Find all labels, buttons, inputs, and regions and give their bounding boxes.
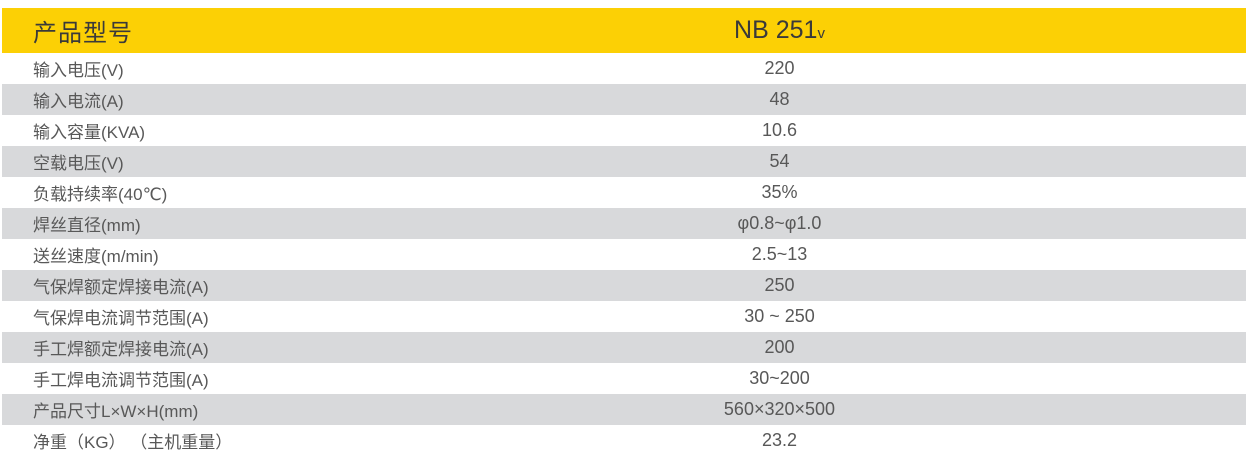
- spec-value: 23.2: [761, 430, 798, 450]
- spec-value: φ0.8~φ1.0: [737, 213, 822, 233]
- spec-value: 10.6: [761, 120, 798, 140]
- spec-value: 35%: [761, 182, 798, 202]
- spec-label: 手工焊额定焊接电流(A): [33, 340, 209, 359]
- spec-rows: 输入电压(V) 220 输入电流(A) 48 输入容量(KVA) 10.6 空载…: [2, 53, 1246, 455]
- spec-row: 焊丝直径(mm) φ0.8~φ1.0: [2, 208, 1246, 239]
- spec-row: 净重（KG） （主机重量） 23.2: [2, 425, 1246, 455]
- spec-value: 2.5~13: [751, 244, 808, 264]
- spec-row: 输入容量(KVA) 10.6: [2, 115, 1246, 146]
- spec-row: 空载电压(V) 54: [2, 146, 1246, 177]
- spec-value: 48: [769, 89, 790, 109]
- spec-label: 空载电压(V): [33, 154, 124, 173]
- spec-table-header-row: 产品型号 NB 251v: [2, 8, 1246, 53]
- spec-value: 200: [764, 337, 795, 357]
- spec-row: 气保焊额定焊接电流(A) 250: [2, 270, 1246, 301]
- spec-label: 送丝速度(m/min): [33, 247, 159, 266]
- spec-label: 手工焊电流调节范围(A): [33, 371, 209, 390]
- spec-row: 气保焊电流调节范围(A) 30 ~ 250: [2, 301, 1246, 332]
- spec-value: 30 ~ 250: [744, 306, 815, 326]
- spec-label: 输入电压(V): [33, 61, 124, 80]
- spec-label: 产品尺寸L×W×H(mm): [33, 402, 199, 421]
- header-product-model-label: 产品型号: [33, 20, 133, 47]
- spec-row: 输入电压(V) 220: [2, 53, 1246, 84]
- spec-label: 气保焊电流调节范围(A): [33, 309, 209, 328]
- model-suffix: v: [817, 25, 825, 42]
- spec-row: 产品尺寸L×W×H(mm) 560×320×500: [2, 394, 1246, 425]
- spec-value: 250: [764, 275, 795, 295]
- spec-label: 焊丝直径(mm): [33, 216, 141, 235]
- spec-label: 负载持续率(40℃): [33, 185, 168, 204]
- spec-value: 560×320×500: [723, 399, 836, 419]
- spec-label: 净重（KG） （主机重量）: [33, 433, 233, 452]
- spec-row: 手工焊额定焊接电流(A) 200: [2, 332, 1246, 363]
- spec-label: 输入电流(A): [33, 92, 124, 111]
- spec-row: 送丝速度(m/min) 2.5~13: [2, 239, 1246, 270]
- spec-label: 气保焊额定焊接电流(A): [33, 278, 209, 297]
- spec-value: 54: [769, 151, 790, 171]
- model-name: NB 251: [734, 16, 818, 44]
- spec-row: 输入电流(A) 48: [2, 84, 1246, 115]
- spec-row: 手工焊电流调节范围(A) 30~200: [2, 363, 1246, 394]
- spec-label: 输入容量(KVA): [33, 123, 146, 142]
- spec-value: 30~200: [749, 368, 810, 388]
- spec-row: 负载持续率(40℃) 35%: [2, 177, 1246, 208]
- product-spec-table: 产品型号 NB 251v 输入电压(V) 220 输入电流(A) 48 输入容量…: [2, 8, 1246, 455]
- header-model-value: NB 251v: [506, 16, 1053, 45]
- spec-value: 220: [764, 58, 795, 78]
